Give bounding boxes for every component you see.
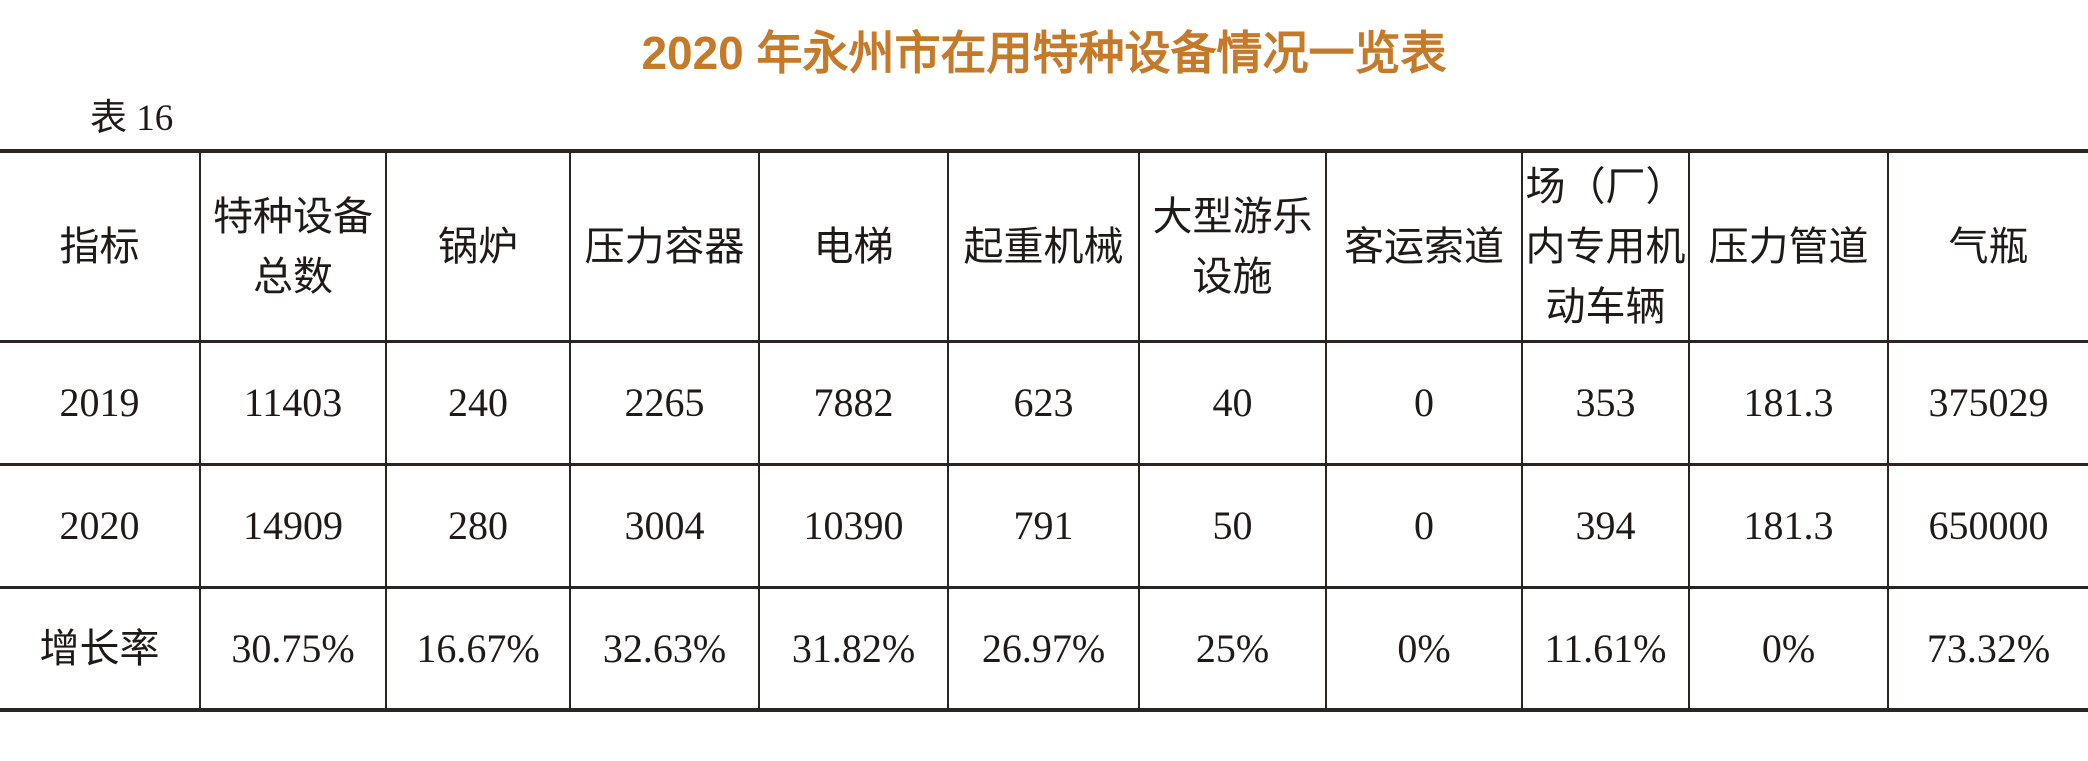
cell-value: 181.3	[1688, 341, 1888, 465]
cell-value: 14909	[199, 464, 386, 588]
cell-value: 0	[1325, 464, 1522, 588]
header-amusement-facilities: 大型游乐 设施	[1138, 151, 1326, 342]
cell-value: 394	[1521, 464, 1689, 588]
table-row-2020: 2020 14909 280 3004 10390 791 50 0 394 1…	[0, 464, 2088, 588]
header-total-special-equipment: 特种设备 总数	[199, 151, 386, 342]
cell-value: 16.67%	[385, 587, 570, 711]
cell-value: 280	[385, 464, 570, 588]
header-elevators: 电梯	[758, 151, 948, 342]
cell-value: 623	[947, 341, 1139, 465]
cell-value: 32.63%	[569, 587, 759, 711]
header-lifting-machinery: 起重机械	[947, 151, 1139, 342]
cell-value: 7882	[758, 341, 948, 465]
cell-value: 353	[1521, 341, 1689, 465]
cell-value: 11.61%	[1521, 587, 1689, 711]
header-passenger-ropeways: 客运索道	[1325, 151, 1522, 342]
cell-value: 791	[947, 464, 1139, 588]
cell-value: 181.3	[1688, 464, 1888, 588]
special-equipment-table: 指标 特种设备 总数 锅炉 压力容器 电梯 起重机械 大型游乐 设施 客运索道 …	[0, 149, 2088, 713]
page-title: 2020 年永州市在用特种设备情况一览表	[641, 27, 1447, 79]
cell-value: 650000	[1887, 464, 2088, 588]
cell-value: 30.75%	[199, 587, 386, 711]
header-gas-cylinders: 气瓶	[1887, 151, 2088, 342]
cell-value: 0%	[1688, 587, 1888, 711]
header-pressure-pipelines: 压力管道	[1688, 151, 1888, 342]
cell-value: 2265	[569, 341, 759, 465]
row-label: 2020	[59, 502, 140, 548]
header-pressure-vessels: 压力容器	[569, 151, 759, 342]
header-indicator: 指标	[59, 223, 140, 269]
cell-value: 73.32%	[1887, 587, 2088, 711]
cell-value: 40	[1138, 341, 1326, 465]
header-factory-vehicles: 场（厂） 内专用机 动车辆	[1521, 151, 1689, 342]
cell-value: 375029	[1887, 341, 2088, 465]
cell-value: 240	[385, 341, 570, 465]
table-row-2019: 2019 11403 240 2265 7882 623 40 0 353 18…	[0, 341, 2088, 465]
cell-value: 11403	[199, 341, 386, 465]
cell-value: 25%	[1138, 587, 1326, 711]
cell-value: 0	[1325, 341, 1522, 465]
table-header-row: 指标 特种设备 总数 锅炉 压力容器 电梯 起重机械 大型游乐 设施 客运索道 …	[0, 151, 2088, 342]
cell-value: 10390	[758, 464, 948, 588]
row-label: 增长率	[39, 625, 160, 671]
table-row-growth-rate: 增长率 30.75% 16.67% 32.63% 31.82% 26.97% 2…	[0, 587, 2088, 711]
cell-value: 50	[1138, 464, 1326, 588]
table-number-label: 表 16	[90, 97, 174, 139]
header-boilers: 锅炉	[385, 151, 570, 342]
cell-value: 31.82%	[758, 587, 948, 711]
row-label: 2019	[59, 379, 140, 425]
cell-value: 26.97%	[947, 587, 1139, 711]
cell-value: 3004	[569, 464, 759, 588]
cell-value: 0%	[1325, 587, 1522, 711]
